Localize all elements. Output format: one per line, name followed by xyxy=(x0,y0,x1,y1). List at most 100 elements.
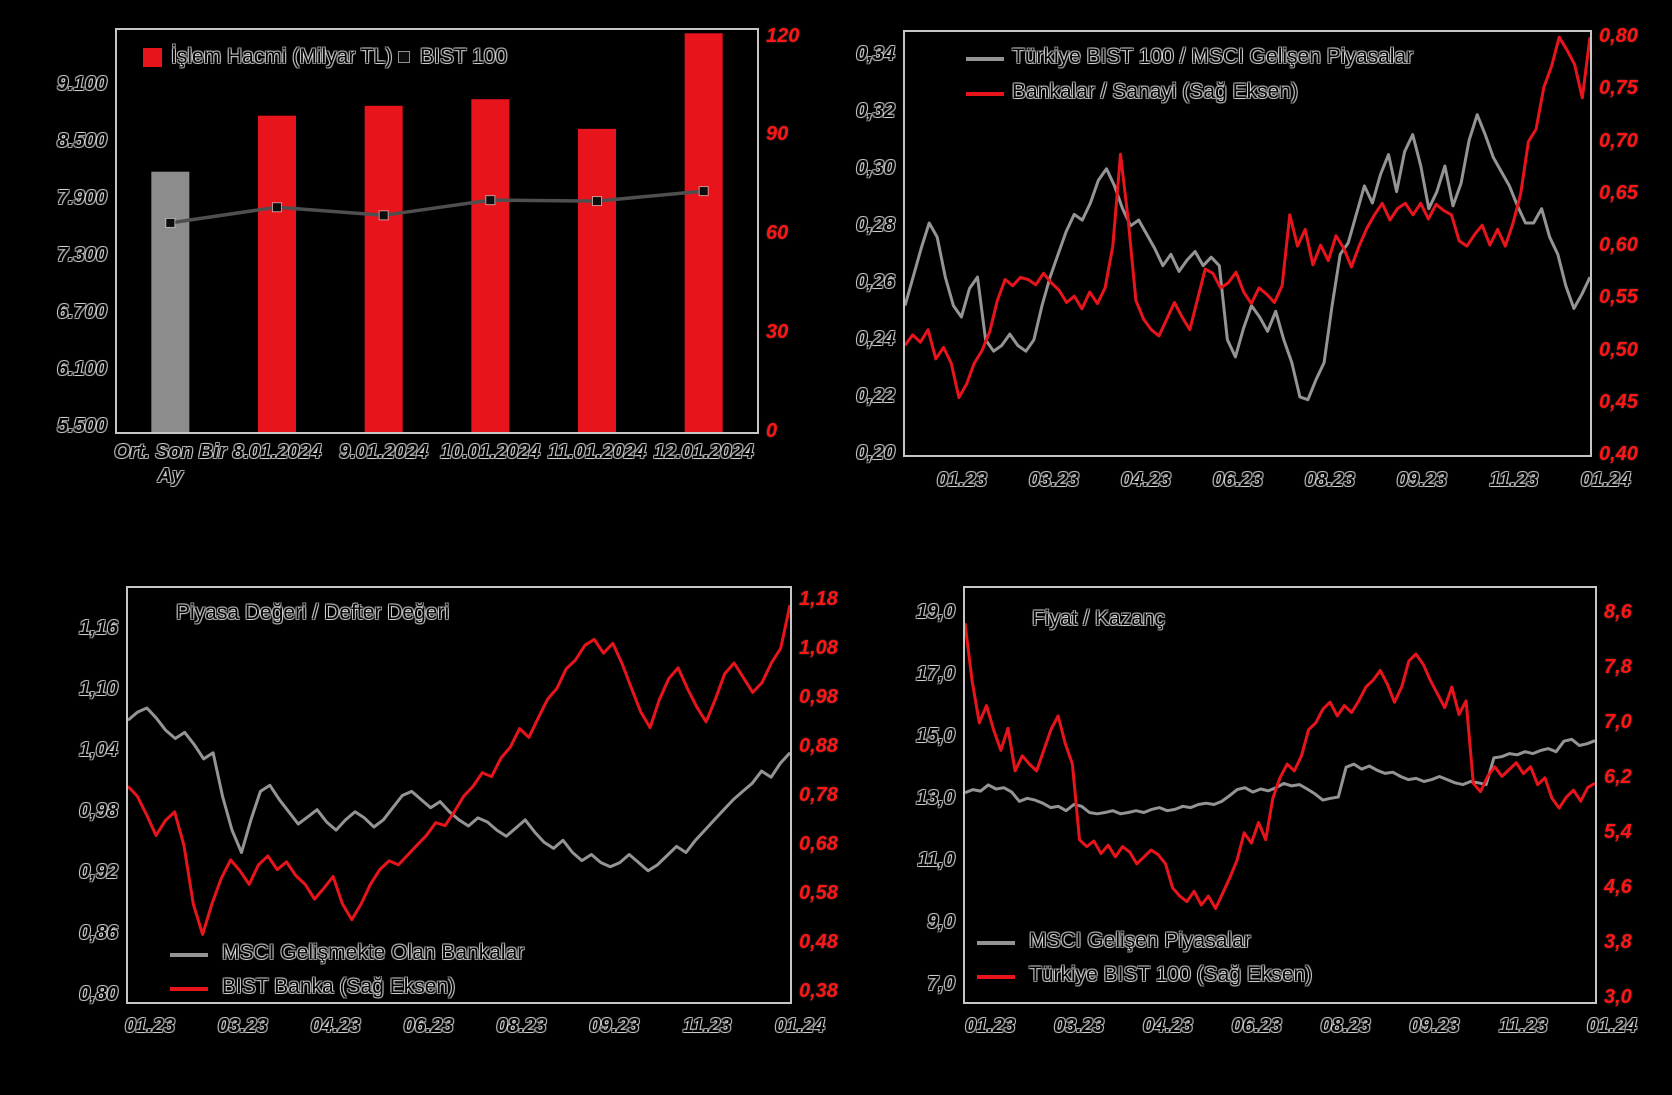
x-tick: 06.23 xyxy=(403,1015,454,1037)
y-tick-right: 1,18 xyxy=(799,588,838,611)
y-tick-right: 0,78 xyxy=(799,784,838,807)
y-tick-right: 90 xyxy=(766,123,789,146)
chart-ratio-plot xyxy=(903,30,1592,457)
y-tick-right: 0,55 xyxy=(1599,286,1638,309)
y-tick-left: 0,34 xyxy=(856,42,895,65)
legend-swatch-ratio-red xyxy=(966,92,1004,96)
y-tick-right: 0 xyxy=(766,420,778,442)
chart-ratio-canvas xyxy=(905,35,1590,402)
y-tick-right: 8,6 xyxy=(1604,600,1632,623)
legend-swatch-pe-red xyxy=(977,975,1015,979)
y-tick-right: 7,8 xyxy=(1604,655,1632,678)
y-tick-right: 0,88 xyxy=(799,735,838,758)
x-tick: 01.23 xyxy=(124,1015,175,1037)
x-tick: 01.24 xyxy=(1580,469,1631,491)
line-marker xyxy=(165,217,176,228)
y-tick-left: 15,0 xyxy=(916,724,955,747)
x-tick: 03.23 xyxy=(1028,469,1079,491)
legend-label-ratio-red: Bankalar / Sanayi (Sağ Eksen) xyxy=(1012,80,1298,103)
chart-price-book-canvas xyxy=(128,604,790,936)
legend-swatch-bist100-marker xyxy=(398,51,410,63)
x-tick: 11.23 xyxy=(1489,469,1539,491)
y-tick-left: 1,16 xyxy=(79,616,118,639)
y-tick-right: 0,68 xyxy=(799,833,838,856)
chart-price-earnings-title: Fiyat / Kazanç xyxy=(1032,607,1166,630)
bar xyxy=(258,115,296,432)
y-tick-right: 5,4 xyxy=(1604,820,1632,843)
y-tick-left: 0,24 xyxy=(856,327,895,350)
y-tick-left: 17,0 xyxy=(916,662,955,685)
y-tick-right: 3,8 xyxy=(1604,930,1632,953)
y-tick-right: 0,65 xyxy=(1599,181,1638,204)
y-tick-left: 7,0 xyxy=(927,972,955,995)
y-tick-right: 4,6 xyxy=(1604,875,1632,898)
series-line-gray xyxy=(905,113,1590,402)
y-tick-left: 9,0 xyxy=(927,910,955,933)
y-tick-left: 19,0 xyxy=(916,600,955,623)
legend-label-volume: İşlem Hacmi (Milyar TL) xyxy=(171,45,393,68)
legend-swatch-pb-red xyxy=(170,987,208,991)
x-tick: Ort. Son Bir Ay xyxy=(114,441,227,487)
y-tick-right: 30 xyxy=(766,321,789,344)
x-tick: 01.24 xyxy=(774,1015,826,1037)
y-tick-right: 0,70 xyxy=(1599,129,1638,152)
legend-label-pe-red: Türkiye BIST 100 (Sağ Eksen) xyxy=(1029,963,1313,986)
chart-price-book-title: Piyasa Değeri / Defter Değeri xyxy=(176,601,450,624)
y-tick-right: 1,08 xyxy=(799,637,838,660)
bist100-line xyxy=(170,189,704,225)
y-tick-left: 6.700 xyxy=(56,301,107,324)
y-tick-right: 0,38 xyxy=(799,980,838,1003)
x-tick: 08.23 xyxy=(1320,1015,1371,1037)
y-tick-right: 0,98 xyxy=(799,686,838,709)
legend-swatch-ratio-gray xyxy=(966,57,1004,61)
line-marker xyxy=(485,195,496,206)
y-tick-right: 6,2 xyxy=(1604,765,1632,788)
x-tick: 12.01.2024 xyxy=(653,441,754,463)
x-tick: 11.23 xyxy=(682,1015,732,1037)
y-tick-right: 0,58 xyxy=(799,882,838,905)
chart-volume-bist100-plot xyxy=(115,28,759,434)
bar xyxy=(578,128,616,432)
x-tick: 09.23 xyxy=(589,1015,640,1037)
legend-swatch-volume xyxy=(143,48,162,67)
legend-label-pe-gray: MSCI Gelişen Piyasalar xyxy=(1029,929,1251,952)
y-tick-right: 0,40 xyxy=(1599,443,1638,465)
x-tick: 09.23 xyxy=(1409,1015,1460,1037)
y-tick-left: 0,86 xyxy=(79,921,118,944)
legend-swatch-pe-gray xyxy=(977,941,1015,945)
y-tick-right: 0,80 xyxy=(1599,25,1638,48)
x-tick: 08.23 xyxy=(496,1015,547,1037)
chart-volume-bist100-canvas xyxy=(151,33,723,432)
x-tick: 04.23 xyxy=(1120,469,1171,491)
y-tick-left: 6.100 xyxy=(56,358,107,381)
x-tick: 10.01.2024 xyxy=(440,441,541,463)
y-tick-right: 0,45 xyxy=(1599,390,1638,413)
x-tick: 09.23 xyxy=(1396,469,1447,491)
y-tick-right: 0,50 xyxy=(1599,338,1638,361)
y-tick-right: 0,48 xyxy=(799,931,838,954)
line-marker xyxy=(592,196,602,207)
line-marker xyxy=(378,210,389,221)
x-tick: 11.01.2024 xyxy=(547,441,647,463)
x-tick: 06.23 xyxy=(1231,1015,1282,1037)
y-tick-right: 7,0 xyxy=(1604,710,1632,733)
series-line-gray xyxy=(128,706,790,873)
x-tick: 03.23 xyxy=(1053,1015,1105,1037)
y-tick-left: 0,22 xyxy=(856,384,895,407)
x-tick: 08.23 xyxy=(1304,469,1355,491)
legend-label-ratio-gray: Türkiye BIST 100 / MSCI Gelişen Piyasala… xyxy=(1012,45,1414,68)
y-tick-left: 5.500 xyxy=(56,415,107,438)
y-tick-right: 0,60 xyxy=(1599,234,1638,257)
y-tick-left: 0,20 xyxy=(856,441,895,464)
line-marker xyxy=(698,186,709,197)
bar xyxy=(684,33,723,432)
legend-label-pb-red: BIST Banka (Sağ Eksen) xyxy=(222,975,456,998)
y-tick-right: 3,0 xyxy=(1604,985,1632,1008)
x-tick: 01.23 xyxy=(965,1015,1016,1037)
y-tick-left: 0,92 xyxy=(79,860,118,883)
x-tick: 11.23 xyxy=(1498,1015,1548,1037)
y-tick-left: 8.500 xyxy=(56,130,107,153)
x-tick: 9.01.2024 xyxy=(339,441,429,463)
x-tick: 01.23 xyxy=(936,469,987,491)
